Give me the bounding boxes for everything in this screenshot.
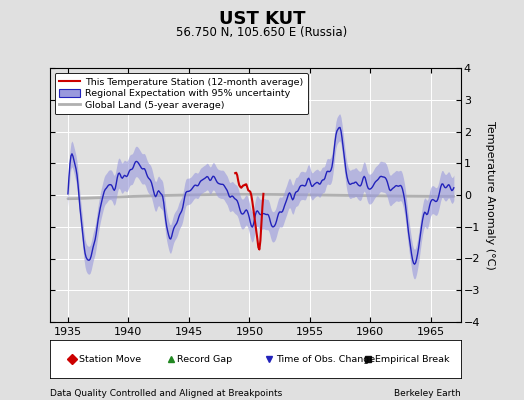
- Text: Empirical Break: Empirical Break: [375, 354, 449, 364]
- Text: UST KUT: UST KUT: [219, 10, 305, 28]
- Text: Data Quality Controlled and Aligned at Breakpoints: Data Quality Controlled and Aligned at B…: [50, 389, 282, 398]
- Text: Berkeley Earth: Berkeley Earth: [395, 389, 461, 398]
- Text: Station Move: Station Move: [79, 354, 141, 364]
- Text: Record Gap: Record Gap: [177, 354, 233, 364]
- Text: 56.750 N, 105.650 E (Russia): 56.750 N, 105.650 E (Russia): [177, 26, 347, 39]
- Text: Time of Obs. Change: Time of Obs. Change: [276, 354, 375, 364]
- Y-axis label: Temperature Anomaly (°C): Temperature Anomaly (°C): [485, 121, 495, 269]
- Legend: This Temperature Station (12-month average), Regional Expectation with 95% uncer: This Temperature Station (12-month avera…: [54, 73, 308, 114]
